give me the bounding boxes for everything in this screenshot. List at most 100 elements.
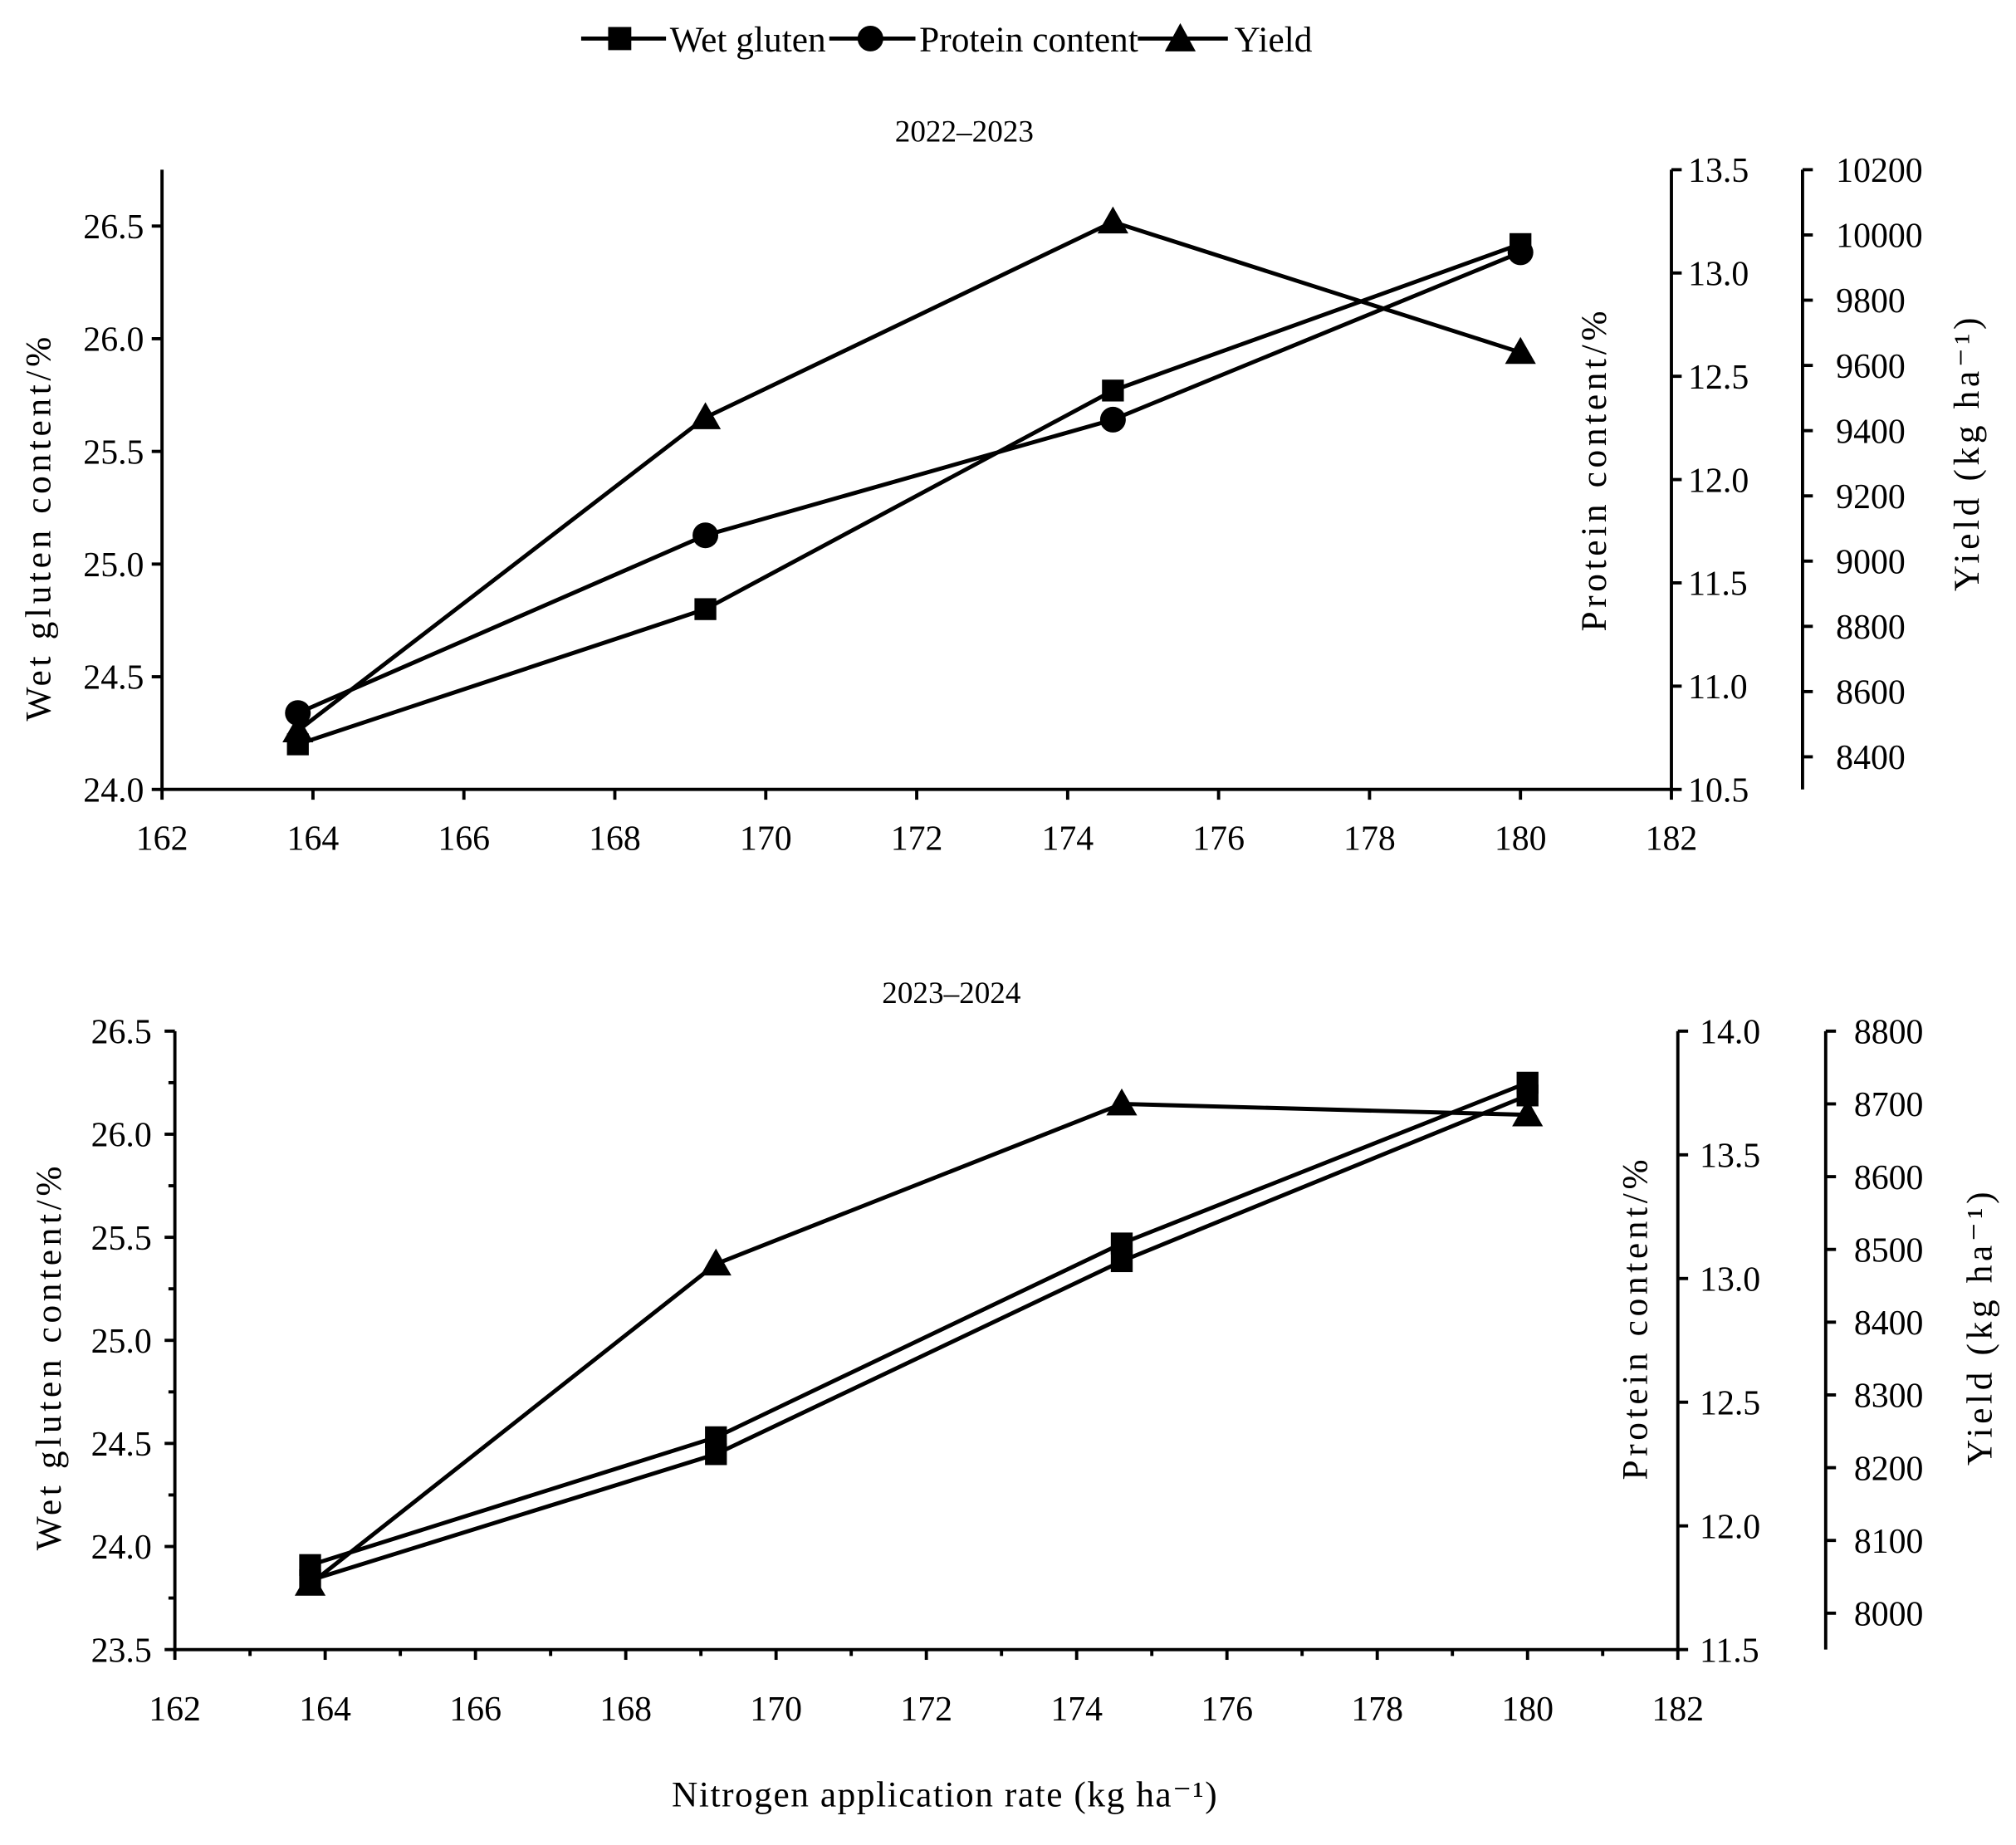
x-tick-label: 172 (891, 820, 943, 859)
x-tick-label: 176 (1201, 1691, 1253, 1729)
legend-label-yield: Yield (1235, 20, 1313, 60)
wet-gluten-tick-label: 25.5 (91, 1220, 152, 1258)
yield-point (1512, 1099, 1544, 1127)
x-axis-title: Nitrogen application rate (kg ha⁻¹) (672, 1775, 1218, 1815)
protein-content-point (705, 1443, 727, 1466)
protein-tick-label: 11.5 (1688, 565, 1748, 604)
protein-tick-label: 12.0 (1700, 1508, 1760, 1546)
protein-tick-label: 13.0 (1700, 1260, 1760, 1299)
wet-gluten-point (1102, 379, 1124, 402)
yield-series-line (296, 219, 1521, 732)
protein-content-series-line (309, 1093, 1529, 1583)
wet-gluten-tick-label: 26.0 (83, 321, 144, 360)
x-tick-label: 180 (1495, 820, 1547, 859)
yield-series-line (308, 1101, 1528, 1586)
legend-square-marker (608, 27, 632, 51)
x-tick-label: 172 (900, 1691, 952, 1729)
yield-tick-label: 9400 (1836, 413, 1906, 451)
legend: Wet gluten Protein content Yield (580, 20, 1313, 60)
protein-tick-label: 11.0 (1688, 668, 1748, 707)
wet-gluten-tick-label: 26.0 (91, 1117, 152, 1155)
wet-gluten-tick-label: 25.5 (83, 433, 144, 472)
legend-item-protein-content: Protein content (829, 20, 1138, 60)
yield-tick-label: 9200 (1836, 478, 1906, 516)
wet-gluten-axis-title: Wet gluten content/% (29, 1162, 69, 1550)
wet-gluten-tick-label: 25.0 (91, 1323, 152, 1361)
yield-tick-label: 9600 (1836, 348, 1906, 386)
yield-point (294, 1568, 326, 1596)
yield-tick-label: 8600 (1836, 674, 1906, 712)
x-tick-label: 162 (136, 820, 188, 859)
protein-tick-label: 12.0 (1688, 462, 1749, 500)
legend-item-wet-gluten: Wet gluten (580, 20, 826, 60)
yield-tick-label: 9800 (1836, 282, 1906, 321)
x-tick-label: 182 (1651, 1691, 1704, 1729)
protein-axis-title: Protein content/% (1574, 307, 1614, 632)
chart-panel-1: 2022–2023 162 164 166 168 170 172 174 176 178 180 1… (18, 115, 1987, 858)
yield-tick-label: 8800 (1836, 609, 1906, 647)
yield-tick-label: 8500 (1854, 1231, 1924, 1270)
x-tick-label: 164 (287, 820, 340, 859)
protein-content-series-line (296, 250, 1522, 716)
x-tick-label: 168 (599, 1691, 652, 1729)
protein-tick-label: 11.5 (1700, 1632, 1759, 1670)
wet-gluten-tick-label: 24.5 (83, 659, 144, 697)
wet-gluten-point (694, 598, 717, 620)
yield-tick-label: 8600 (1854, 1159, 1924, 1197)
legend-label-protein-content: Protein content (919, 20, 1138, 60)
legend-label-wet-gluten: Wet gluten (670, 20, 826, 60)
protein-tick-label: 12.5 (1688, 359, 1749, 397)
protein-axis-title: Protein content/% (1616, 1156, 1656, 1480)
yield-point (700, 1248, 732, 1276)
yield-point (1106, 1088, 1138, 1116)
panel-title: 2023–2024 (882, 976, 1020, 1011)
protein-tick-label: 10.5 (1688, 771, 1749, 810)
yield-tick-label: 8700 (1854, 1086, 1924, 1124)
protein-content-point (1110, 1250, 1133, 1273)
x-tick-label: 178 (1351, 1691, 1403, 1729)
wet-gluten-tick-label: 24.0 (91, 1529, 152, 1567)
yield-axis-title: Yield (kg ha⁻¹) (1960, 1188, 2000, 1466)
legend-circle-marker (857, 25, 883, 51)
protein-content-point (285, 700, 311, 727)
yield-tick-label: 8000 (1854, 1596, 1924, 1634)
x-tick-label: 166 (438, 820, 490, 859)
protein-content-point (1507, 239, 1534, 266)
protein-tick-label: 13.5 (1688, 152, 1749, 190)
legend-item-yield: Yield (1138, 20, 1313, 60)
yield-tick-label: 10200 (1836, 152, 1923, 190)
x-tick-label: 170 (750, 1691, 802, 1729)
x-tick-label: 164 (299, 1691, 351, 1729)
protein-tick-label: 13.0 (1688, 255, 1749, 293)
yield-tick-label: 8200 (1854, 1450, 1924, 1488)
x-tick-label: 162 (149, 1691, 201, 1729)
wet-gluten-tick-label: 24.0 (83, 771, 144, 810)
protein-tick-label: 12.5 (1700, 1384, 1760, 1422)
x-tick-label: 182 (1646, 820, 1698, 859)
panel-title: 2022–2023 (895, 115, 1034, 149)
yield-tick-label: 10000 (1836, 218, 1923, 256)
x-tick-label: 174 (1050, 1691, 1103, 1729)
yield-tick-label: 8400 (1854, 1304, 1924, 1343)
protein-tick-label: 14.0 (1700, 1014, 1760, 1052)
yield-tick-label: 9000 (1836, 543, 1906, 581)
yield-tick-label: 8400 (1836, 739, 1906, 777)
yield-point (1097, 206, 1128, 234)
protein-content-point (692, 522, 719, 549)
chart-panel-2: 2023–2024 162 164 166 168 170 172 174 176 178 180 1… (29, 976, 2000, 1815)
x-tick-label: 180 (1501, 1691, 1554, 1729)
x-tick-label: 176 (1192, 820, 1245, 859)
yield-tick-label: 8800 (1854, 1014, 1924, 1052)
x-tick-label: 170 (740, 820, 792, 859)
protein-tick-label: 13.5 (1700, 1138, 1760, 1176)
yield-axis-title: Yield (kg ha⁻¹) (1947, 314, 1987, 591)
wet-gluten-tick-label: 25.0 (83, 546, 144, 585)
yield-point (282, 715, 314, 742)
x-tick-label: 168 (589, 820, 641, 859)
yield-tick-label: 8300 (1854, 1378, 1924, 1416)
x-tick-label: 174 (1041, 820, 1094, 859)
yield-point (689, 402, 722, 429)
yield-point (1505, 336, 1536, 365)
wet-gluten-tick-label: 23.5 (91, 1632, 152, 1670)
